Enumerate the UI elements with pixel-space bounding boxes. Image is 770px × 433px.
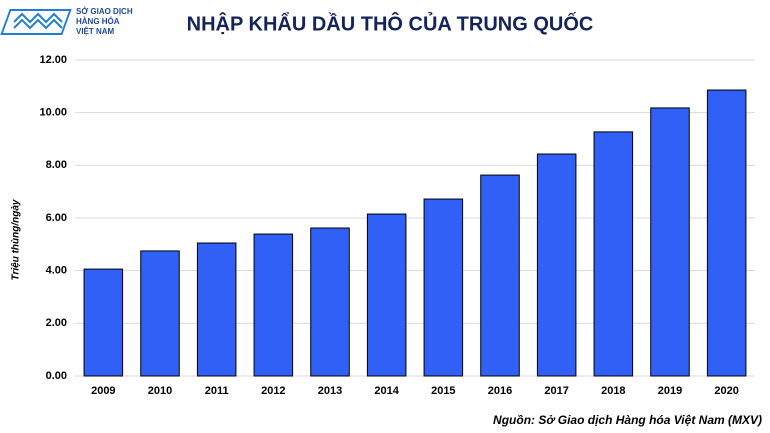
y-tick-label: 10.00 [39,107,67,119]
bar [83,268,124,377]
bar [650,107,690,377]
x-tick-label: 2009 [91,385,115,397]
logo-text: VIỆT NAM [76,27,115,36]
logo: SỞ GIAO DỊCH HÀNG HÓA VIỆT NAM [0,7,133,36]
x-tick-label: 2011 [205,385,229,397]
logo-text: SỞ GIAO DỊCH [76,7,133,16]
y-tick-label: 2.00 [46,317,67,329]
logo-text: HÀNG HÓA [76,17,120,26]
y-tick-label: 6.00 [46,212,67,224]
x-tick-label: 2017 [544,385,568,397]
logo-pattern [13,12,63,30]
x-tick-label: 2013 [318,385,342,397]
x-tick-label: 2014 [374,385,399,397]
y-tick-label: 8.00 [46,159,67,171]
bar [593,131,634,377]
chart-title: NHẬP KHẨU DẦU THÔ CỦA TRUNG QUỐC [187,11,594,35]
bar [140,250,180,377]
bar [423,198,464,377]
bar [536,153,577,377]
y-tick-label: 12.00 [39,54,67,66]
y-tick-label: 0.00 [46,370,67,382]
y-axis-label: Triệu thùng/ngày [11,199,22,280]
y-tick-label: 4.00 [46,265,67,277]
logo-mark [0,9,72,35]
x-tick-label: 2015 [431,385,455,397]
bar [253,233,294,377]
x-tick-label: 2016 [488,385,512,397]
x-tick-label: 2019 [658,385,682,397]
source: Nguồn: Sở Giao dịch Hàng hóa Việt Nam (M… [493,413,762,427]
bar [196,242,237,377]
x-tick-label: 2012 [261,385,285,397]
bar [366,213,407,377]
bar [480,174,520,377]
bar [706,89,747,377]
x-tick-label: 2020 [714,385,738,397]
bar [310,227,350,377]
x-tick-label: 2018 [601,385,625,397]
x-tick-label: 2010 [148,385,172,397]
